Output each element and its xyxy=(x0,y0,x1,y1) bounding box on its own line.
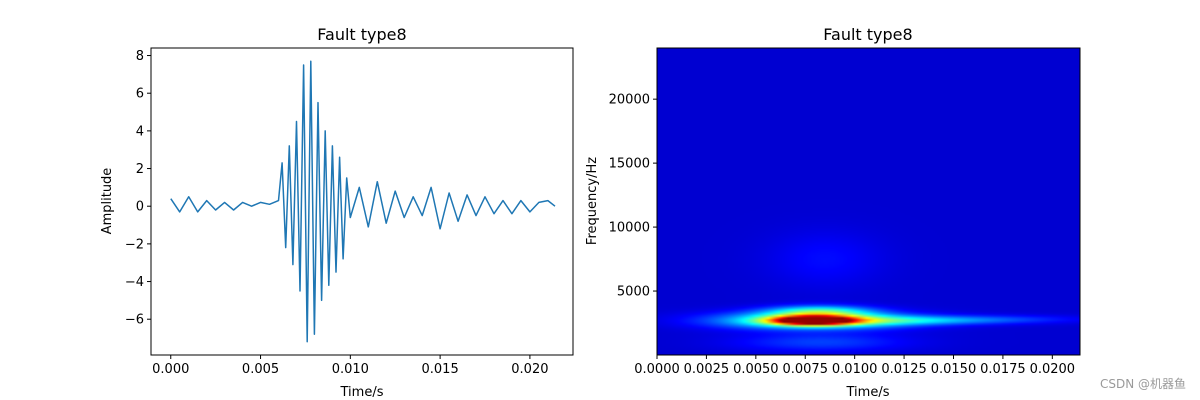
watermark: CSDN @机器鱼 xyxy=(1100,377,1186,391)
y-tick-label: 5000 xyxy=(617,285,650,300)
waveform-panel: Fault type8 0.000 0.005 0.010 0.015 0.020 −6… xyxy=(100,25,574,400)
waveform-series-group xyxy=(170,60,556,343)
y-tick-label: 6 xyxy=(136,87,144,102)
spectrogram-x-ticks: 0.0000 0.0025 0.0050 0.0075 0.0100 0.0125 0.01… xyxy=(634,355,1075,377)
x-tick-label: 0.0150 xyxy=(931,362,977,377)
spectrogram-x-label: Time/s xyxy=(846,385,890,400)
waveform-x-ticks: 0.000 0.005 0.010 0.015 0.020 xyxy=(152,355,549,377)
x-tick-label: 0.0175 xyxy=(980,362,1026,377)
x-tick-label: 0.0050 xyxy=(733,362,779,377)
y-tick-label: 4 xyxy=(136,124,144,139)
y-tick-label: 15000 xyxy=(609,157,650,172)
x-tick-label: 0.0125 xyxy=(881,362,927,377)
x-tick-label: 0.015 xyxy=(422,362,459,377)
x-tick-label: 0.0025 xyxy=(684,362,730,377)
x-tick-label: 0.0200 xyxy=(1030,362,1076,377)
x-tick-label: 0.000 xyxy=(152,362,189,377)
y-tick-label: 8 xyxy=(136,49,144,64)
spectrogram-heatmap xyxy=(657,48,1080,355)
spectrogram-frame xyxy=(656,47,1081,356)
y-tick-label: 10000 xyxy=(609,221,650,236)
y-tick-label: −2 xyxy=(125,237,144,252)
y-tick-label: 20000 xyxy=(609,93,650,108)
waveform-x-label: Time/s xyxy=(340,385,384,400)
y-tick-label: −4 xyxy=(125,275,144,290)
x-tick-label: 0.0100 xyxy=(832,362,878,377)
spectrogram-y-ticks: 5000 10000 15000 20000 xyxy=(609,93,657,300)
y-tick-label: 2 xyxy=(136,162,144,177)
spectrogram-panel: Fault type8 0.0000 0.0025 0.0050 0.0075 0.01… xyxy=(585,25,1081,400)
spectrogram-title: Fault type8 xyxy=(823,25,912,44)
spectrogram-y-label: Frequency/Hz xyxy=(585,157,600,245)
x-tick-label: 0.0000 xyxy=(634,362,680,377)
waveform-line xyxy=(170,60,556,343)
x-tick-label: 0.010 xyxy=(332,362,369,377)
waveform-y-ticks: −6 −4 −2 0 2 4 6 8 xyxy=(125,49,151,328)
y-tick-label: −6 xyxy=(125,313,144,328)
x-tick-label: 0.005 xyxy=(242,362,279,377)
x-tick-label: 0.0075 xyxy=(782,362,828,377)
x-tick-label: 0.020 xyxy=(511,362,548,377)
waveform-y-label: Amplitude xyxy=(100,168,115,235)
waveform-frame xyxy=(150,47,574,356)
y-tick-label: 0 xyxy=(136,200,144,215)
waveform-title: Fault type8 xyxy=(317,25,406,44)
